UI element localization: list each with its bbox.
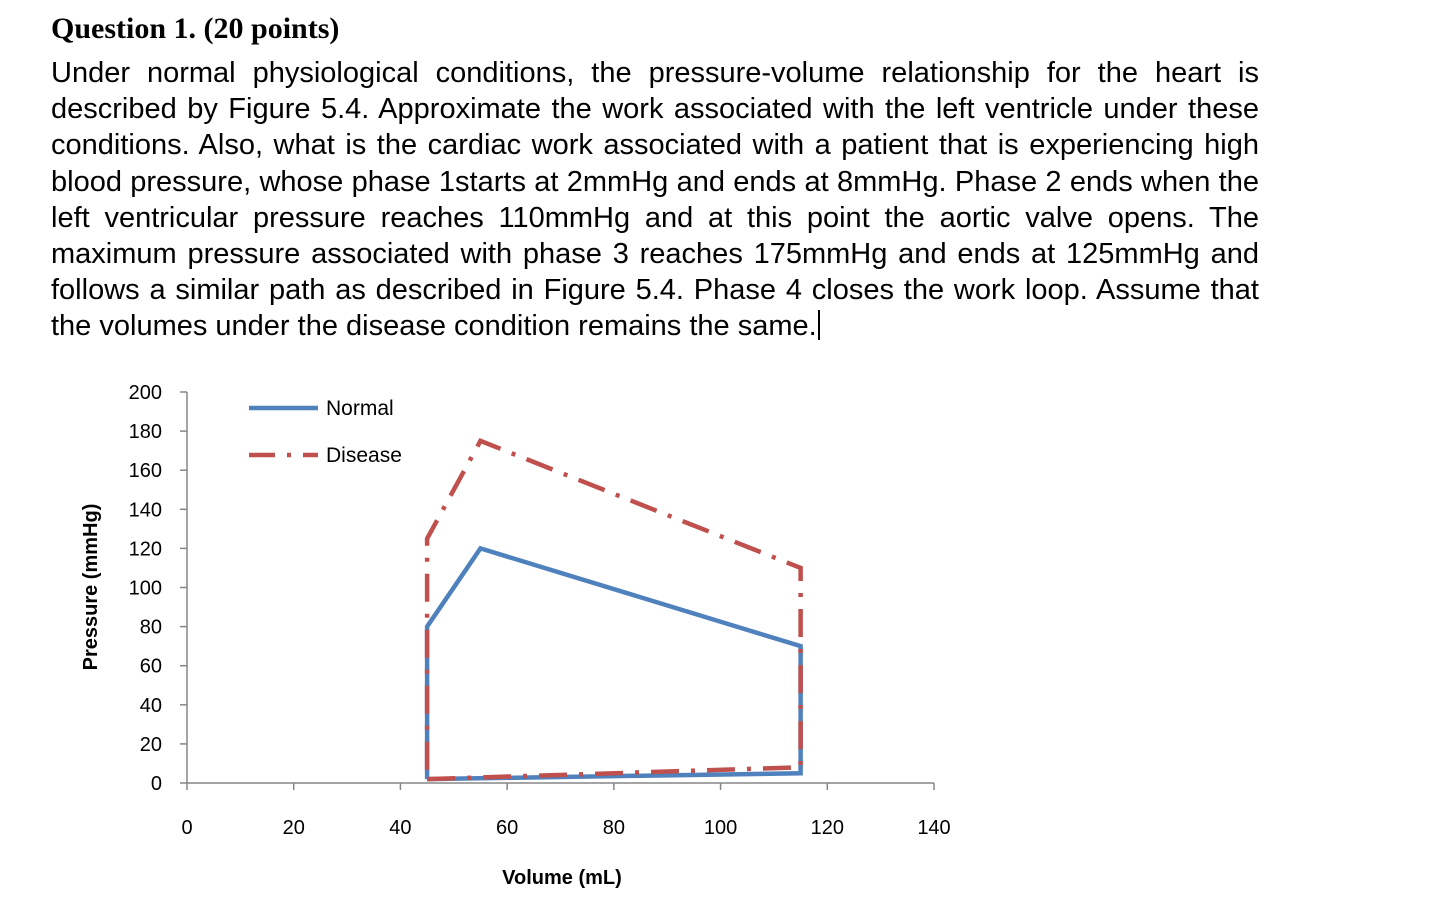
y-tick-label: 60 <box>140 656 162 678</box>
chart-legend: Normal Disease <box>249 397 402 467</box>
y-axis-title: Pressure (mmHg) <box>80 504 102 671</box>
y-tick-label: 180 <box>129 421 162 443</box>
question-body-wrapper: Under normal physiological conditions, t… <box>51 55 1259 345</box>
x-tick-label: 100 <box>704 817 737 839</box>
y-tick-label: 0 <box>151 773 162 795</box>
x-axis-title: Volume (mL) <box>502 867 622 889</box>
x-tick-label: 140 <box>917 817 950 839</box>
y-tick-label: 100 <box>129 578 162 600</box>
x-tick-label: 0 <box>181 817 192 839</box>
x-tick-label: 60 <box>496 817 518 839</box>
legend-label-normal: Normal <box>326 397 394 420</box>
chart-axes: 0 20 40 60 80 100 120 140 160 180 200 0 20 40 60 80 100 1… <box>129 382 951 839</box>
question-body: Under normal physiological conditions, t… <box>51 57 1259 343</box>
text-cursor <box>817 310 820 341</box>
y-tick-label: 160 <box>129 460 162 482</box>
y-tick-label: 120 <box>129 538 162 560</box>
x-tick-label: 20 <box>283 817 305 839</box>
y-tick-label: 20 <box>140 734 162 756</box>
x-tick-label: 40 <box>389 817 411 839</box>
y-tick-label: 80 <box>140 617 162 639</box>
y-tick-label: 40 <box>140 695 162 717</box>
chart-series <box>424 438 803 782</box>
x-tick-label: 80 <box>603 817 625 839</box>
y-tick-label: 200 <box>129 382 162 404</box>
legend-label-disease: Disease <box>326 444 402 467</box>
question-title: Question 1. (20 points) <box>51 12 340 45</box>
series-line-normal <box>424 545 803 782</box>
x-tick-label: 120 <box>811 817 844 839</box>
series-line-disease <box>424 438 803 782</box>
y-tick-label: 140 <box>129 499 162 521</box>
